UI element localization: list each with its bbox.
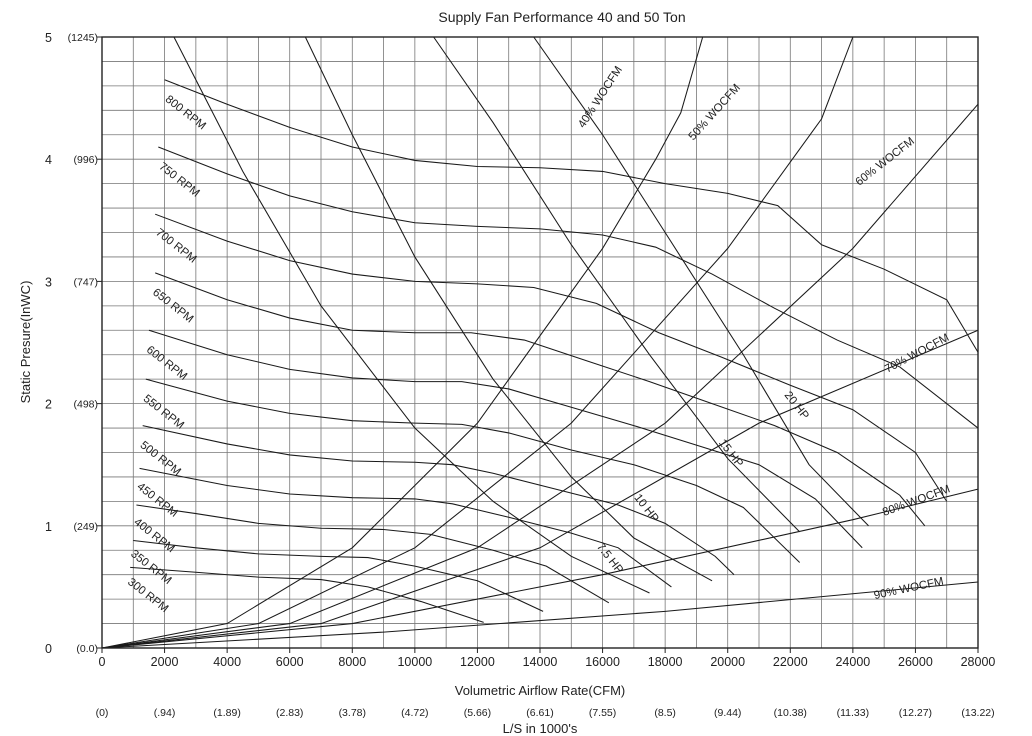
ls-tick-label: (11.33): [837, 707, 870, 719]
x-tick-label: 24000: [835, 655, 870, 669]
x-tick-label: 4000: [213, 655, 241, 669]
50-wocfm-woc-curve: [101, 36, 854, 649]
y-tick-label: 0: [45, 642, 52, 656]
ls-tick-label: (.94): [154, 707, 176, 719]
650-rpm-rpm-curve: [155, 272, 926, 527]
40-wocfm-label: 40% WOCFM: [576, 64, 625, 130]
x-axis-label: Volumetric Airflow Rate(CFM): [455, 683, 625, 698]
ls-tick-label: (3.78): [339, 707, 366, 719]
ls-tick-label: (0): [96, 707, 109, 719]
ls-tick-label: (13.22): [961, 707, 994, 719]
ls-tick-label: (10.38): [774, 707, 807, 719]
ls-tick-label: (12.27): [899, 707, 932, 719]
60-wocfm-label: 60% WOCFM: [854, 135, 917, 188]
x-tick-label: 16000: [585, 655, 620, 669]
500-rpm-rpm-curve: [142, 425, 735, 576]
50-wocfm-label: 50% WOCFM: [687, 82, 743, 143]
20-hp-hp-curve: [533, 36, 869, 527]
60-wocfm-woc-curve: [101, 103, 979, 649]
y-axis-label: Static Presure(InWC): [18, 281, 33, 404]
y-tick-pa-label: (249): [73, 521, 98, 533]
x-tick-label: 2000: [151, 655, 179, 669]
80-wocfm-woc-curve: [101, 488, 979, 649]
y-tick-label: 1: [45, 520, 52, 534]
y-tick-pa-label: (0.0): [76, 643, 98, 655]
10-hp-label: 10 HP: [631, 492, 660, 525]
ls-tick-label: (5.66): [464, 707, 491, 719]
x-tick-label: 10000: [397, 655, 432, 669]
y-tick-label: 3: [45, 275, 52, 289]
550-rpm-label: 550 RPM: [141, 393, 186, 432]
400-rpm-rpm-curve: [136, 504, 610, 604]
750-rpm-rpm-curve: [158, 146, 979, 429]
y-axis-ticks: 0 (0.0) 1 (249) 2 (498) 3 (747) 4 (996) 5 (1245): [45, 31, 102, 656]
x-tick-label: 0: [99, 655, 106, 669]
chart-title: Supply Fan Performance 40 and 50 Ton: [438, 9, 685, 25]
x-tick-label: 20000: [710, 655, 745, 669]
x-tick-label: 14000: [523, 655, 558, 669]
450-rpm-rpm-curve: [139, 467, 672, 588]
x-tick-label: 18000: [648, 655, 683, 669]
40-wocfm-woc-curve: [101, 36, 704, 649]
15-hp-hp-curve: [433, 36, 801, 533]
7-5-hp-hp-curve: [173, 36, 650, 594]
y-tick-pa-label: (996): [73, 154, 98, 166]
x-tick-label: 12000: [460, 655, 495, 669]
20-hp-label: 20 HP: [782, 390, 811, 423]
curves: [101, 36, 979, 649]
x-tick-label: 28000: [961, 655, 996, 669]
700-rpm-rpm-curve: [155, 213, 948, 502]
x-tick-label: 22000: [773, 655, 808, 669]
ls-axis-ticks: (0) (.94) (1.89) (2.83) (3.78) (4.72) (5.66) (6…: [96, 707, 995, 719]
350-rpm-rpm-curve: [133, 539, 544, 612]
x-tick-label: 26000: [898, 655, 933, 669]
y-tick-label: 2: [45, 398, 52, 412]
y-tick-pa-label: (1245): [68, 32, 98, 44]
800-rpm-rpm-curve: [164, 79, 979, 353]
ls-tick-label: (7.55): [589, 707, 616, 719]
ls-tick-label: (4.72): [401, 707, 428, 719]
90-wocfm-woc-curve: [101, 581, 979, 649]
ls-tick-label: (1.89): [213, 707, 240, 719]
800-rpm-label: 800 RPM: [163, 93, 208, 132]
ls-tick-label: (2.83): [276, 707, 303, 719]
600-rpm-label: 600 RPM: [144, 344, 189, 383]
600-rpm-rpm-curve: [148, 329, 863, 549]
grid: [101, 36, 979, 649]
y-tick-label: 5: [45, 31, 52, 45]
550-rpm-rpm-curve: [145, 378, 801, 563]
y-tick-label: 4: [45, 153, 52, 167]
750-rpm-label: 750 RPM: [156, 161, 201, 200]
300-rpm-rpm-curve: [130, 566, 484, 623]
x-tick-label: 6000: [276, 655, 304, 669]
450-rpm-label: 450 RPM: [135, 481, 180, 520]
y-tick-pa-label: (747): [73, 276, 98, 288]
90-wocfm-label: 90% WOCFM: [873, 576, 945, 602]
70-wocfm-woc-curve: [101, 329, 979, 649]
x-tick-label: 8000: [338, 655, 366, 669]
10-hp-hp-curve: [304, 36, 713, 582]
ls-tick-label: (9.44): [714, 707, 741, 719]
ls-axis-label: L/S in 1000's: [503, 721, 578, 736]
x-axis-ticks: 0 2000 4000 6000 8000 10000 12000 14000 16000 180…: [99, 648, 996, 669]
ls-tick-label: (6.61): [526, 707, 553, 719]
y-tick-pa-label: (498): [73, 399, 98, 411]
70-wocfm-label: 70% WOCFM: [883, 332, 951, 376]
15-hp-label: 15 HP: [716, 437, 745, 470]
7-5-hp-label: 7.5 HP: [594, 541, 625, 576]
ls-tick-label: (8.5): [654, 707, 676, 719]
